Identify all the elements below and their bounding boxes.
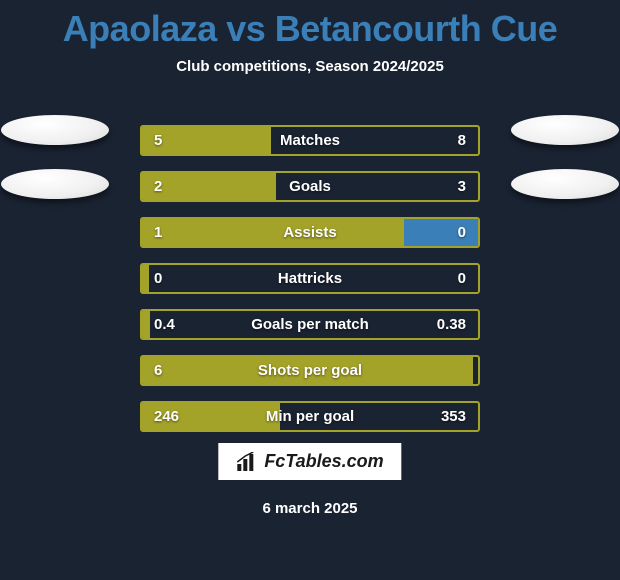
stat-right-value: 353	[418, 408, 478, 425]
stat-bar: 1Assists0	[140, 217, 480, 248]
stat-bar: 5Matches8	[140, 125, 480, 156]
page-subtitle: Club competitions, Season 2024/2025	[0, 58, 620, 75]
stat-bar: 6Shots per goal	[140, 355, 480, 386]
watermark: FcTables.com	[218, 443, 401, 480]
watermark-text: FcTables.com	[264, 451, 383, 472]
left-team-badge-1	[1, 115, 109, 145]
stat-bar: 0.4Goals per match0.38	[140, 309, 480, 340]
stat-left-value: 6	[142, 362, 202, 379]
stat-right-value: 0.38	[418, 316, 478, 333]
page-title: Apaolaza vs Betancourth Cue	[0, 0, 620, 50]
stat-left-value: 1	[142, 224, 202, 241]
stat-left-value: 2	[142, 178, 202, 195]
comparison-bars: 5Matches82Goals31Assists00Hattricks00.4G…	[140, 125, 480, 432]
chart-icon	[236, 452, 258, 472]
stat-right-value: 8	[418, 132, 478, 149]
stat-label: Assists	[202, 224, 418, 241]
date-text: 6 march 2025	[0, 500, 620, 517]
stat-right-value: 0	[418, 224, 478, 241]
stat-bar: 2Goals3	[140, 171, 480, 202]
right-badge-column	[510, 115, 620, 199]
stat-label: Min per goal	[202, 408, 418, 425]
stat-left-value: 5	[142, 132, 202, 149]
stat-label: Goals per match	[202, 316, 418, 333]
left-team-badge-2	[1, 169, 109, 199]
stat-label: Matches	[202, 132, 418, 149]
stat-label: Hattricks	[202, 270, 418, 287]
left-badge-column	[0, 115, 110, 199]
stat-left-value: 246	[142, 408, 202, 425]
right-team-badge-1	[511, 115, 619, 145]
stat-bar: 0Hattricks0	[140, 263, 480, 294]
stat-label: Shots per goal	[202, 362, 418, 379]
stat-bar: 246Min per goal353	[140, 401, 480, 432]
right-team-badge-2	[511, 169, 619, 199]
stat-label: Goals	[202, 178, 418, 195]
stat-right-value: 3	[418, 178, 478, 195]
stat-right-value: 0	[418, 270, 478, 287]
stat-left-value: 0.4	[142, 316, 202, 333]
stat-left-value: 0	[142, 270, 202, 287]
